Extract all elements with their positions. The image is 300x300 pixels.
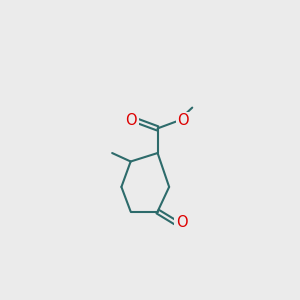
Text: O: O — [176, 215, 187, 230]
Text: O: O — [126, 113, 137, 128]
Text: O: O — [177, 113, 189, 128]
